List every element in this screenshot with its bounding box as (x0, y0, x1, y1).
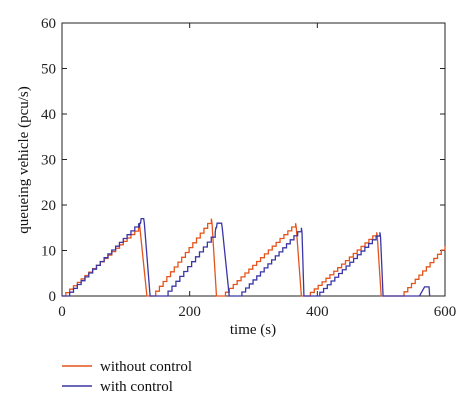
y-tick-label: 30 (41, 153, 56, 169)
x-tick-label: 0 (58, 304, 66, 320)
y-tick-label: 20 (41, 198, 56, 214)
x-tick-label: 200 (178, 304, 201, 320)
y-tick-label: 0 (49, 289, 57, 305)
x-axis-label: time (s) (230, 322, 276, 338)
x-axis-ticks: 0 200 400 600 (58, 23, 456, 320)
y-tick-label: 10 (41, 244, 56, 260)
y-tick-label: 60 (41, 16, 56, 32)
series-line-without-control (62, 218, 446, 297)
y-tick-label: 50 (41, 62, 56, 78)
plot-area (61, 22, 446, 297)
legend-label: without control (100, 359, 192, 375)
x-tick-label: 600 (434, 304, 457, 320)
y-axis-ticks: 0 10 20 30 40 50 60 (41, 16, 445, 305)
y-tick-label: 40 (41, 107, 56, 123)
series-line-with-control (62, 218, 431, 297)
x-tick-label: 400 (306, 304, 329, 320)
legend: without control with control (62, 359, 192, 395)
series-layer (62, 218, 446, 297)
legend-label: with control (100, 379, 173, 395)
y-axis-label: queueing vehicle (pcu/s) (16, 86, 32, 233)
